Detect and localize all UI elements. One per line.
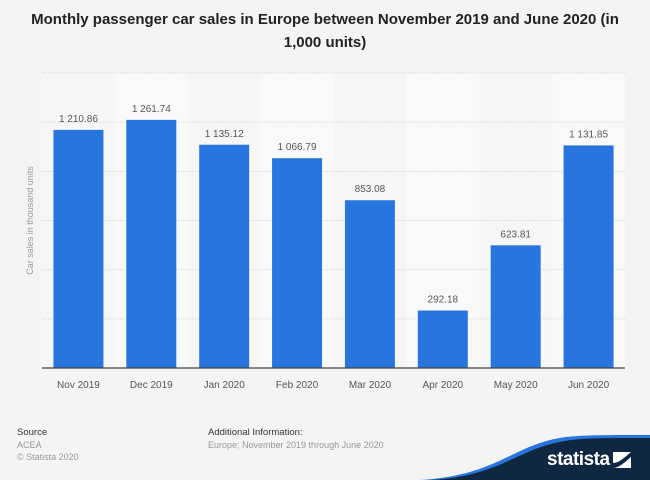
bar-chart: 1 210.86 1 261.74 1 135.12 1 066.79 853.08 29…	[25, 72, 625, 391]
x-tick-label: Jun 2020	[568, 380, 610, 391]
additional-info-heading: Additional Information:	[208, 427, 303, 438]
x-tick-label: Jan 2020	[204, 380, 246, 391]
value-label: 853.08	[355, 184, 386, 195]
source-heading: Source	[17, 427, 48, 438]
bar	[417, 310, 468, 368]
value-label: 1 131.85	[569, 129, 608, 140]
bar	[199, 144, 250, 368]
bar	[53, 129, 104, 368]
value-label: 1 066.79	[278, 142, 317, 153]
statista-logo-banner	[420, 435, 650, 480]
copyright: © Statista 2020	[17, 452, 79, 462]
x-tick-label: Feb 2020	[276, 380, 319, 391]
x-tick-labels: Nov 2019 Dec 2019 Jan 2020 Feb 2020 Mar 2020…	[57, 380, 610, 391]
chart-title: Monthly passenger car sales in Europe be…	[31, 11, 619, 51]
value-label: 1 210.86	[59, 114, 98, 125]
value-label: 1 135.12	[205, 129, 244, 140]
x-tick-label: Mar 2020	[349, 380, 392, 391]
value-labels: 1 210.86 1 261.74 1 135.12 1 066.79 853.08 29…	[59, 104, 608, 306]
statista-logo-text[interactable]: statista	[547, 449, 610, 470]
statista-logo-icon	[613, 452, 631, 468]
value-label: 292.18	[428, 295, 459, 306]
y-axis-label: Car sales in thousand units	[25, 166, 35, 275]
value-label: 623.81	[500, 229, 531, 240]
bar	[490, 245, 541, 368]
source-name[interactable]: ACEA	[17, 440, 42, 450]
x-tick-label: May 2020	[494, 380, 538, 391]
bar	[563, 145, 614, 368]
value-label: 1 261.74	[132, 104, 171, 115]
x-tick-label: Apr 2020	[423, 380, 464, 391]
bar	[126, 119, 177, 368]
bars	[53, 119, 614, 368]
x-tick-label: Dec 2019	[130, 380, 173, 391]
bar	[272, 158, 323, 368]
x-tick-label: Nov 2019	[57, 380, 100, 391]
source-block: Source ACEA © Statista 2020	[17, 427, 79, 463]
additional-info-block: Additional Information: Europe; November…	[208, 427, 384, 451]
additional-info-text: Europe; November 2019 through June 2020	[208, 440, 384, 450]
bar	[344, 200, 395, 368]
